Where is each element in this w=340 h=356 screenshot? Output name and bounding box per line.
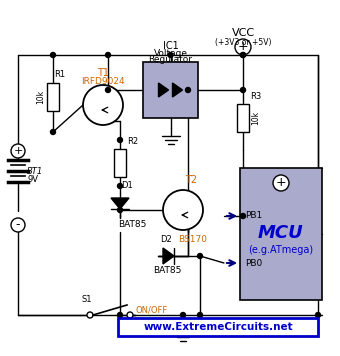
Text: BS170: BS170: [178, 236, 207, 245]
Circle shape: [51, 52, 55, 58]
Text: PB1: PB1: [245, 211, 262, 220]
Polygon shape: [158, 83, 169, 97]
Text: R1: R1: [54, 70, 65, 79]
Text: R3: R3: [250, 92, 261, 101]
Text: BAT85: BAT85: [153, 266, 181, 275]
Text: R2: R2: [127, 137, 138, 146]
Circle shape: [118, 137, 122, 142]
Bar: [237, 104, 249, 132]
Polygon shape: [163, 248, 174, 264]
Circle shape: [83, 85, 123, 125]
Circle shape: [105, 88, 111, 93]
Circle shape: [235, 39, 251, 55]
Text: BAT85: BAT85: [118, 220, 147, 229]
Circle shape: [273, 175, 289, 191]
Circle shape: [316, 313, 321, 318]
Text: www.ExtremeCircuits.net: www.ExtremeCircuits.net: [143, 322, 293, 332]
Circle shape: [198, 253, 203, 258]
Bar: [240, 168, 322, 300]
Circle shape: [51, 130, 55, 135]
Circle shape: [240, 52, 245, 58]
Circle shape: [105, 52, 111, 58]
Text: S1: S1: [82, 295, 92, 304]
Text: Voltage: Voltage: [153, 48, 187, 58]
Bar: [118, 318, 318, 336]
Text: BT1: BT1: [27, 168, 43, 177]
Circle shape: [11, 218, 25, 232]
Text: 9V: 9V: [27, 176, 38, 184]
Text: VCC: VCC: [232, 28, 255, 38]
Text: T2: T2: [185, 175, 197, 185]
Bar: [114, 149, 126, 177]
Text: (e.g.ATmega): (e.g.ATmega): [249, 245, 313, 255]
Text: +: +: [13, 146, 23, 156]
Text: IRFD9024: IRFD9024: [81, 77, 125, 85]
Circle shape: [127, 312, 133, 318]
Text: D1: D1: [121, 181, 133, 190]
Text: PB0: PB0: [245, 258, 262, 267]
Text: +: +: [238, 41, 248, 53]
Circle shape: [240, 52, 245, 58]
Text: -: -: [16, 219, 20, 231]
Circle shape: [87, 312, 93, 318]
Circle shape: [240, 88, 245, 93]
Text: T1: T1: [97, 68, 109, 78]
Text: MCU: MCU: [258, 224, 304, 242]
Text: D2: D2: [160, 235, 172, 244]
Circle shape: [198, 313, 203, 318]
Polygon shape: [111, 198, 129, 209]
Text: 10k: 10k: [36, 90, 45, 104]
Text: (+3V3 or +5V): (+3V3 or +5V): [215, 37, 271, 47]
Bar: [143, 62, 198, 118]
Circle shape: [240, 214, 245, 219]
Text: +: +: [276, 177, 286, 189]
Circle shape: [118, 208, 122, 213]
Circle shape: [186, 88, 190, 93]
Circle shape: [11, 144, 25, 158]
Polygon shape: [172, 83, 183, 97]
Text: 10k: 10k: [251, 111, 260, 125]
Circle shape: [163, 190, 203, 230]
Circle shape: [181, 313, 186, 318]
Text: Regulator: Regulator: [149, 56, 192, 64]
Circle shape: [118, 313, 122, 318]
Bar: [47, 83, 59, 111]
Circle shape: [118, 183, 122, 188]
Text: IC1: IC1: [163, 41, 178, 51]
Text: ON/OFF: ON/OFF: [135, 305, 167, 314]
Circle shape: [168, 52, 173, 58]
